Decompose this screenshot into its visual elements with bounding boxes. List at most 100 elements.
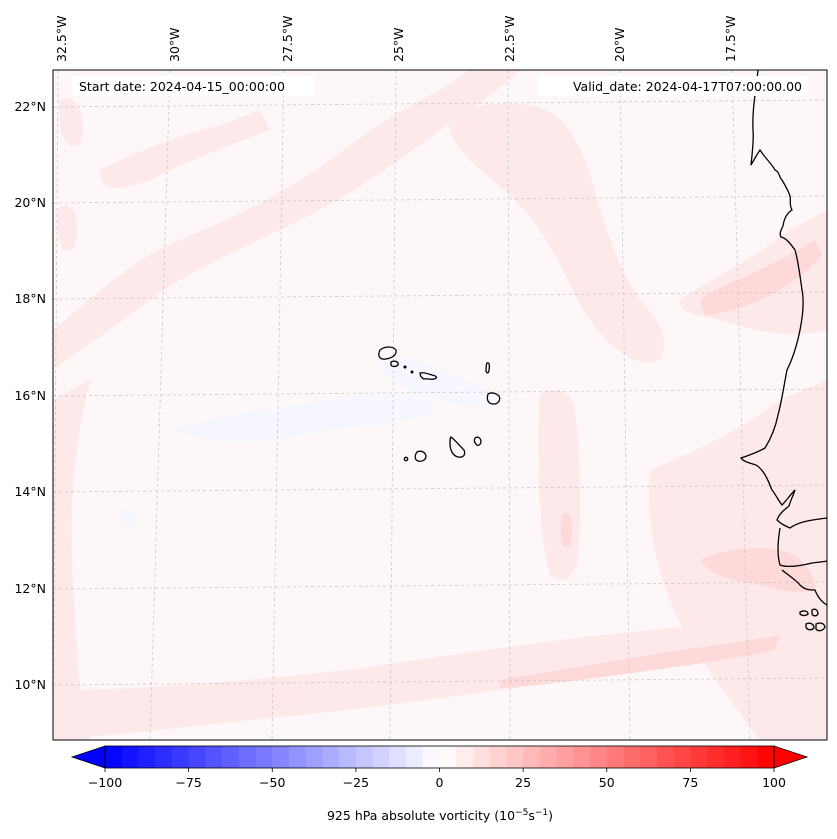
colorbar-tick-label: −50 [259, 775, 285, 790]
map-frame [52, 69, 828, 741]
colorbar-bin [723, 746, 742, 768]
colorbar-extend-min-arrow [70, 745, 106, 769]
gridline-lon-20 [619, 70, 631, 740]
colorbar-bin [406, 746, 424, 768]
colorbar-bin [389, 746, 407, 768]
colorbar-bin [757, 746, 775, 768]
island-islet [410, 370, 414, 374]
colorbar-bin [523, 746, 541, 768]
island-sao-vicente [390, 360, 399, 368]
vorticity-band-northwest [53, 70, 520, 370]
latitude-tick-label: 20°N [14, 195, 46, 210]
island-fogo [414, 450, 427, 462]
colorbar: −100 −75 −50 −25 0 25 50 75 100 925 hPa absolute… [70, 745, 809, 823]
colorbar-extend-max-arrow [773, 745, 809, 769]
island-maio [473, 436, 482, 446]
colorbar-label-main: 925 hPa absolute vorticity (10 [327, 808, 515, 823]
island-bijagos-4 [815, 622, 826, 632]
island-sao-nicolau [419, 372, 438, 380]
colorbar-bin [573, 746, 591, 768]
gridline-lon-22.5 [507, 70, 511, 740]
map-panel: Start date: 2024-04-15_00:00:00 Valid_da… [52, 69, 828, 741]
coastline-west-africa [739, 70, 827, 606]
gridline-lon-30 [149, 70, 171, 740]
colorbar-bin [590, 746, 608, 768]
colorbar-bin [623, 746, 641, 768]
longitude-tick-label: 17.5°W [723, 16, 738, 62]
colorbar-ticks: −100 −75 −50 −25 0 25 50 75 100 [88, 768, 786, 790]
colorbar-bin [171, 746, 190, 768]
start-date-annotation: Start date: 2024-04-15_00:00:00 [72, 76, 314, 96]
colorbar-bin [255, 746, 273, 768]
colorbar-tick-label: −25 [343, 775, 369, 790]
colorbar-bin [506, 746, 524, 768]
colorbar-bin [707, 746, 725, 768]
colorbar-tick-label: 50 [599, 775, 615, 790]
colorbar-bin [439, 746, 457, 768]
longitude-tick-label: 25°W [391, 27, 406, 62]
island-santo-antao [378, 346, 397, 360]
island-sal [485, 362, 491, 374]
colorbar-bin [238, 746, 257, 768]
gridlines [53, 70, 827, 740]
colorbar-bin [138, 746, 156, 768]
colorbar-bin [472, 746, 491, 768]
island-santa-luzia [403, 365, 407, 369]
island-brava [403, 456, 409, 462]
colorbar-label-end: ) [548, 808, 553, 823]
colorbar-bin [673, 746, 691, 768]
colorbar-bin [556, 746, 574, 768]
latitude-tick-labels: 22°N 20°N 18°N 16°N 14°N 12°N 10°N [14, 99, 46, 692]
colorbar-tick-label: −75 [175, 775, 201, 790]
vorticity-max-senegal [700, 548, 815, 593]
longitude-tick-label: 32.5°W [54, 16, 69, 62]
colorbar-tick-label: 100 [762, 775, 786, 790]
colorbar-bin [155, 746, 173, 768]
vorticity-max-10n [500, 635, 780, 688]
valid-date-text: Valid_date: 2024-04-17T07:00:00.00 [573, 79, 802, 94]
vorticity-band-north [100, 110, 270, 189]
latitude-tick-label: 22°N [14, 99, 46, 114]
colorbar-tick-label: 25 [515, 775, 531, 790]
colorbar-bins [105, 746, 775, 768]
coastlines [378, 70, 827, 632]
colorbar-label-exp2: −1 [535, 808, 548, 818]
vorticity-plume-central [449, 103, 664, 363]
colorbar-bin [205, 746, 223, 768]
latitude-tick-label: 12°N [14, 581, 46, 596]
latitude-tick-label: 18°N [14, 291, 46, 306]
longitude-tick-labels: 32.5°W 30°W 27.5°W 25°W 22.5°W 20°W 17.5°W [54, 16, 738, 62]
gridline-lon-32.5 [53, 70, 59, 740]
gridline-lon-17.5 [731, 70, 751, 740]
colorbar-bin [355, 746, 374, 768]
colorbar-bin [322, 746, 340, 768]
latitude-tick-label: 14°N [14, 484, 46, 499]
colorbar-bin [690, 746, 708, 768]
colorbar-bin [456, 746, 474, 768]
longitude-tick-label: 30°W [167, 27, 182, 62]
vorticity-neg-cape-verde [170, 393, 440, 442]
latitude-tick-label: 16°N [14, 388, 46, 403]
colorbar-bin [640, 746, 658, 768]
colorbar-bin [272, 746, 290, 768]
vorticity-neg-south [120, 508, 139, 528]
longitude-tick-label: 22.5°W [502, 16, 517, 62]
colorbar-bin [188, 746, 206, 768]
vorticity-strip-west-2 [57, 205, 78, 252]
island-bijagos-3 [805, 622, 815, 631]
colorbar-bin [339, 746, 357, 768]
start-date-text: Start date: 2024-04-15_00:00:00 [79, 79, 285, 94]
vorticity-max-mauritania [700, 240, 822, 315]
colorbar-label-mid: s [528, 808, 535, 823]
island-santiago [449, 436, 466, 458]
colorbar-tick-label: −100 [88, 775, 122, 790]
vorticity-neg-islands [380, 358, 500, 407]
vorticity-strip-left-edge [53, 380, 90, 740]
gridline-lon-25 [389, 70, 397, 740]
colorbar-bin [222, 746, 240, 768]
colorbar-bin [489, 746, 507, 768]
colorbar-bin [740, 746, 758, 768]
longitude-tick-label: 27.5°W [280, 16, 295, 62]
latitude-tick-label: 10°N [14, 677, 46, 692]
